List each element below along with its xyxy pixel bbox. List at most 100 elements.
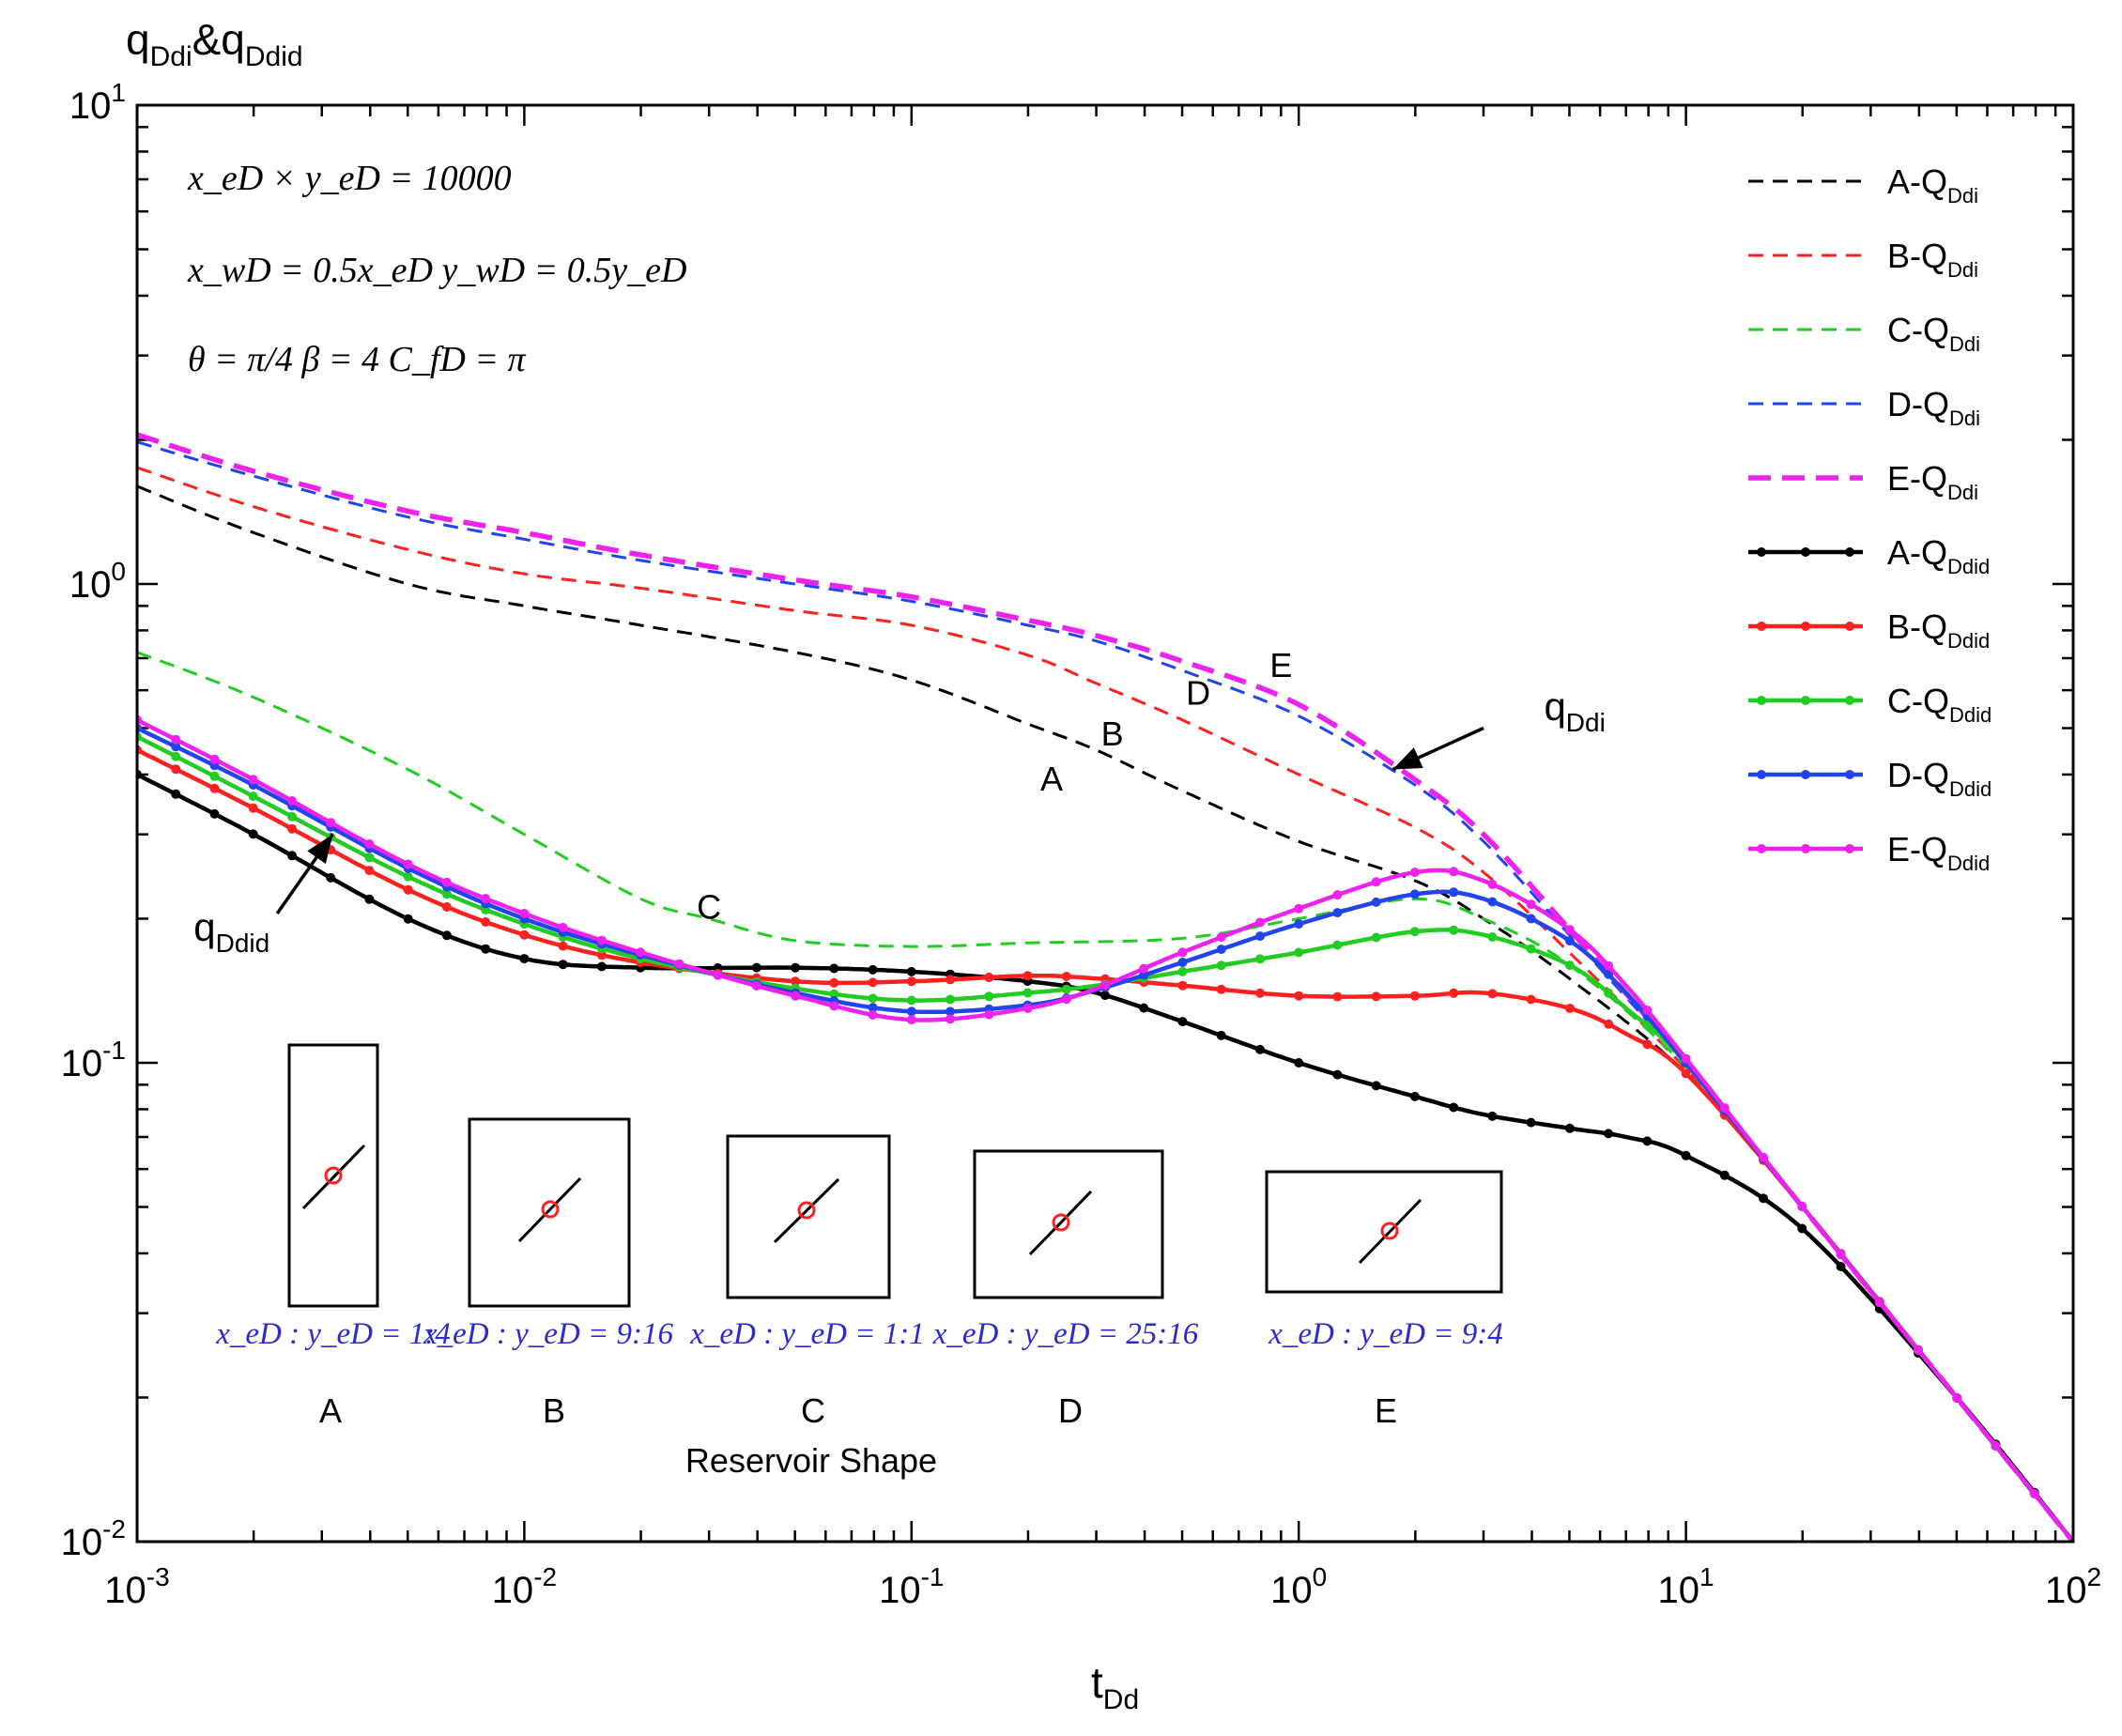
series-marker [481,894,491,904]
series-marker [829,989,839,999]
reservoir-d-label: D [1058,1391,1083,1430]
series-marker [1487,1111,1498,1121]
series-marker [1642,1039,1653,1050]
legend-label-main: B-Q [1887,607,1947,646]
series-marker [519,954,530,964]
series-marker [1255,954,1265,964]
y-tick-base: 10 [69,85,112,127]
series-marker [1294,1058,1304,1068]
series-marker [403,859,413,869]
reservoir-c-fracture [773,1177,840,1244]
series-marker [1409,1091,1420,1101]
x-axis-title: tDd [1091,1658,1139,1715]
legend-marker [1757,770,1766,779]
legend-marker [1845,622,1854,631]
series-marker [1604,988,1614,998]
series-marker [1255,931,1265,942]
series-marker [1294,919,1304,929]
y-tick-base: 10 [69,564,112,606]
series-marker [1914,1345,1923,1356]
series-marker [1023,971,1033,981]
legend-label-sub: Ddi [1949,332,1980,356]
series-marker [1332,1069,1343,1080]
legend-marker [1845,844,1854,853]
series-marker [1100,980,1110,991]
x-tick-exp: 2 [2086,1562,2101,1591]
x-tick-base: 10 [1270,1570,1313,1611]
series-marker [1409,927,1420,937]
series-marker [1797,1223,1807,1234]
series-marker [906,1006,916,1017]
reservoir-e-ratio: x_eD : y_eD = 9:4 [1268,1317,1503,1351]
reservoir-a: x_eD : y_eD = 1:4 A [215,1043,451,1430]
series-marker [209,783,220,793]
legend-marker [1757,844,1766,853]
series-marker [1759,1193,1769,1204]
series-marker [519,929,530,940]
series-marker [558,941,568,951]
x-tick-base: 10 [879,1570,921,1611]
reservoir-e: x_eD : y_eD = 9:4 E [1265,1170,1503,1430]
series-line-7 [137,734,2073,1542]
legend-label-main: B-Q [1887,237,1947,275]
series-marker [1255,917,1265,928]
series-layer [137,432,2073,1542]
reservoir-b-fracture [517,1176,582,1243]
series-marker [946,975,955,985]
series-marker [441,930,452,941]
param-line-1: x_eD × y_eD = 10000 [187,159,512,198]
series-marker [868,964,878,975]
series-line-1 [137,466,2073,1542]
series-marker [1332,908,1343,918]
series-marker [1061,972,1071,981]
series-marker [829,963,839,974]
reservoir-b-label: B [543,1391,565,1430]
y-tick-exp: 1 [111,78,126,107]
reservoir-a-ratio: x_eD : y_eD = 1:4 [215,1317,451,1351]
series-marker [364,866,375,876]
series-marker [1139,963,1149,974]
series-marker [1332,940,1343,950]
series-marker [209,808,220,819]
y-tick-base: 10 [61,1043,103,1084]
x-tick-base: 10 [492,1570,534,1611]
series-marker [1526,944,1536,954]
legend-label-main: A-Q [1887,533,1947,572]
series-marker [441,877,452,887]
legend-label: A-QDdi [1887,162,1978,207]
series-marker [596,961,607,972]
series-marker [403,914,413,924]
series-marker [1564,936,1575,946]
legend-label-main: A-Q [1887,162,1947,201]
reservoir-a-fracture [301,1144,366,1210]
x-tick-label: 100 [1270,1562,1327,1611]
series-markers-6 [137,745,2039,1498]
legend-marker [1757,622,1766,631]
series-marker [1836,1262,1846,1271]
series-marker [1177,947,1188,958]
series-marker [1564,1123,1575,1133]
x-tick-exp: 0 [1313,1562,1328,1591]
param-line-3: θ = π/4 β = 4 C_fD = π [188,340,526,379]
series-line-4 [137,432,2073,1542]
series-marker [1564,960,1575,971]
x-tick-exp: -3 [146,1562,170,1591]
series-marker [171,764,181,775]
legend-label-main: D-Q [1887,756,1949,794]
series-marker [596,950,607,960]
legend-label-main: C-Q [1887,682,1949,720]
legend-item-0: A-QDdi [1748,162,1978,207]
series-marker [326,872,336,883]
reservoir-c: x_eD : y_eD = 1:1 C [689,1134,925,1430]
series-markers-9 [137,714,2039,1498]
param-line-2: x_wD = 0.5x_eD y_wD = 0.5y_eD [187,251,686,290]
series-marker [1604,1019,1614,1029]
series-marker [1409,889,1420,899]
series-marker [558,960,568,970]
y-tick-label: 100 [69,557,126,606]
series-marker [868,1003,878,1013]
series-marker [1642,1006,1653,1015]
x-tick-base: 10 [1658,1570,1700,1611]
legend-label-sub: Ddi [1947,184,1978,207]
